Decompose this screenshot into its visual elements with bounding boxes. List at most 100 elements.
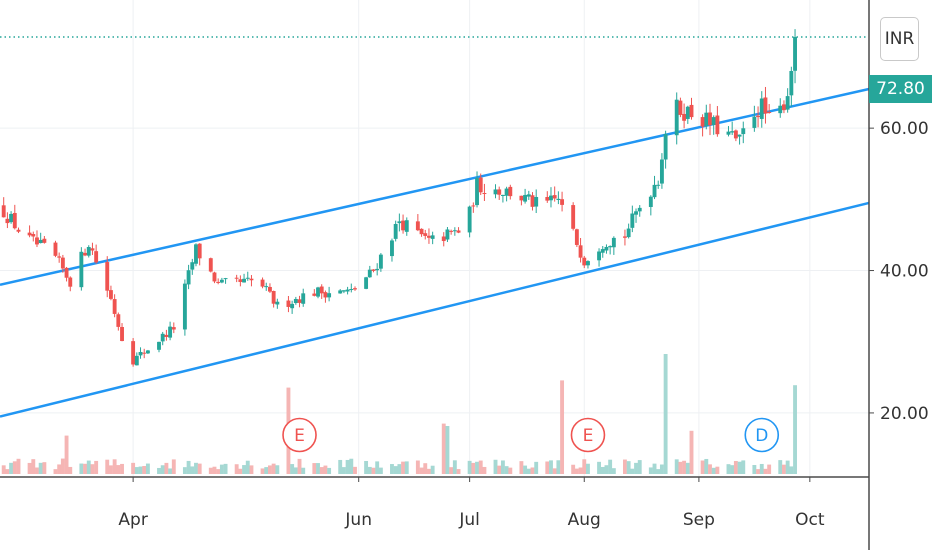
y-tick-label: 20.00 [880, 404, 929, 424]
candle-body [500, 194, 505, 196]
candle-body [452, 230, 457, 232]
event-circle [282, 417, 317, 453]
volume-bar [715, 466, 720, 474]
volume-bar [312, 463, 317, 474]
last-price-badge: 72.80 [869, 75, 932, 103]
candle-body [700, 117, 705, 127]
volume-bar [290, 464, 295, 474]
volume-bar [301, 467, 306, 474]
candle-body [626, 228, 631, 238]
earnings-marker[interactable]: E [282, 417, 317, 453]
candle-body [549, 195, 553, 201]
volume-bar [319, 467, 324, 474]
candle-body [785, 96, 790, 110]
volume-bar [549, 460, 553, 474]
volume-bar [763, 468, 768, 474]
candle-body [449, 230, 454, 232]
candle-body [678, 100, 683, 115]
candle-body [782, 104, 786, 111]
candle-body [353, 288, 357, 290]
candle-body [131, 341, 136, 365]
volume-bar [341, 467, 346, 474]
volume-bar [219, 464, 224, 474]
volume-bar [401, 461, 406, 474]
candle-body [378, 254, 383, 269]
volume-bars [1, 354, 797, 474]
candle-body [682, 113, 687, 121]
volume-bar [190, 466, 195, 474]
volume-bar [271, 463, 276, 474]
volume-bar [656, 469, 661, 474]
volume-bar [83, 463, 87, 474]
volume-bar [293, 467, 298, 474]
candle-body [656, 184, 661, 186]
candle-body [367, 269, 372, 278]
volume-bar [64, 435, 69, 474]
volume-bar [60, 458, 65, 474]
candle-body [604, 246, 609, 251]
candle-body [478, 177, 483, 193]
dividend-marker[interactable]: D [744, 417, 780, 453]
event-label: E [294, 426, 305, 446]
volume-bar [197, 463, 202, 474]
candle-body [630, 213, 635, 228]
volume-bar [526, 468, 531, 474]
volume-bar [452, 460, 457, 474]
candle-body [338, 290, 343, 294]
candle-body [208, 258, 213, 272]
candle-body [482, 193, 487, 195]
volume-bar [105, 459, 110, 474]
candle-body [608, 246, 613, 248]
volume-bar [556, 460, 561, 474]
volume-bar [245, 460, 250, 474]
earnings-marker[interactable]: E [570, 417, 606, 453]
candle-body [160, 333, 165, 342]
volume-bar [648, 467, 653, 474]
currency-badge[interactable]: INR [880, 17, 919, 61]
volume-bar [663, 354, 668, 474]
channel-lower-line [0, 201, 870, 418]
candle-body [190, 262, 195, 270]
volume-bar [785, 460, 790, 474]
volume-bar [212, 466, 217, 474]
candle-body [327, 293, 332, 298]
volume-bar [249, 465, 254, 474]
candle-body [349, 289, 354, 291]
volume-bar [700, 460, 705, 474]
y-tick-label: 40.00 [880, 262, 929, 282]
candle-body [471, 205, 476, 207]
candle-body [456, 230, 461, 233]
candle-body [264, 286, 269, 288]
volume-bar [519, 461, 524, 474]
volume-bar [142, 465, 147, 474]
volume-bar [778, 460, 783, 474]
candle-body [545, 197, 550, 201]
event-label: D [755, 426, 768, 446]
candle-body [663, 133, 668, 160]
trend-channel[interactable] [0, 87, 870, 418]
volume-bar [145, 463, 150, 474]
candles [1, 29, 797, 367]
candle-body [197, 243, 202, 259]
volume-bar [157, 467, 161, 474]
grid [0, 0, 869, 477]
candle-body [371, 269, 376, 271]
volume-bar [419, 467, 424, 474]
volume-bar [467, 460, 472, 474]
volume-bar [234, 464, 239, 474]
volume-bar [164, 462, 169, 474]
candle-body [31, 234, 36, 237]
volume-bar [597, 461, 601, 474]
candle-body [275, 301, 280, 305]
candle-body [182, 283, 187, 330]
volume-bar [53, 469, 58, 474]
volume-bar [578, 467, 583, 474]
volume-bar [456, 469, 461, 474]
candle-body [164, 334, 169, 337]
volume-bar [685, 462, 690, 474]
candle-body [168, 326, 173, 338]
candle-body [726, 131, 731, 135]
